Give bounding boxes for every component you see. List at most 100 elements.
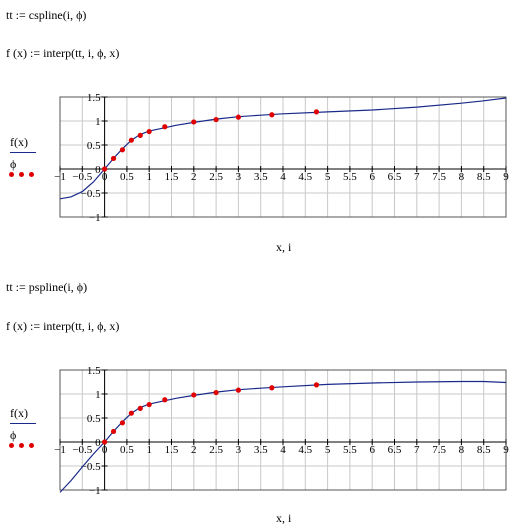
x-tick-label: 4 — [280, 171, 286, 183]
x-tick-label: 4.5 — [298, 171, 312, 183]
x-tick-label: −1 — [54, 171, 66, 183]
data-point-phi — [102, 439, 108, 445]
x-tick-label: 1 — [146, 444, 152, 456]
plot-region-pspline[interactable]: f(x) ϕ −1 −0.5 0 0.5 1 1.5 2 2.5 3 3.5 4 4.5 5 5.5 6 6.… — [0, 358, 529, 528]
definition-tt-cspline[interactable]: tt := cspline(i, ϕ) — [6, 8, 87, 22]
data-point-phi — [119, 420, 126, 426]
data-point-phi — [313, 382, 320, 388]
chart-pspline[interactable]: −1 −0.5 0 0.5 1 1.5 2 2.5 3 3.5 4 4.5 5 5.5 6 6.5 7 7.5 8 8… — [0, 358, 529, 528]
y-tick-label: 1 — [95, 389, 101, 401]
plot-region-cspline[interactable]: f(x) ϕ −1 −0.5 0 0.5 1 1.5 2 2.5 3 3.5 4 4.5 5 5.5 6 6.… — [0, 85, 529, 255]
x-tick-label: 3 — [236, 171, 242, 183]
data-point-phi — [235, 114, 241, 120]
legend-label-phi: ϕ — [10, 428, 17, 442]
legend-label-phi: ϕ — [10, 157, 17, 171]
x-tick-label: 8.5 — [477, 171, 491, 183]
definition-f-interp-2[interactable]: f (x) := interp(tt, i, ϕ, x) — [6, 319, 120, 333]
data-point-phi — [191, 392, 197, 398]
y-tick-label: −0.5 — [81, 461, 101, 473]
x-tick-label: 1.5 — [165, 444, 179, 456]
x-tick-label: −0.5 — [72, 171, 92, 183]
x-tick-label: 5 — [325, 444, 331, 456]
x-tick-label: −0.5 — [72, 444, 92, 456]
data-point-phi — [213, 116, 219, 123]
x-tick-label: −1 — [54, 444, 66, 456]
data-point-phi — [269, 385, 275, 391]
x-tick-label: 6.5 — [388, 171, 402, 183]
x-tick-label: 5.5 — [343, 444, 357, 456]
x-tick-label: 2.5 — [209, 444, 223, 456]
data-point-phi — [137, 405, 143, 411]
x-tick-label: 5.5 — [343, 171, 357, 183]
x-tick-label: 9 — [503, 444, 509, 456]
data-point-phi — [313, 109, 320, 115]
y-tick-label: −0.5 — [81, 188, 101, 200]
x-tick-label: 3.5 — [254, 444, 268, 456]
x-tick-label: 0.5 — [120, 444, 134, 456]
x-tick-label: 6 — [369, 444, 375, 456]
legend-dots — [9, 443, 41, 451]
data-point-phi — [162, 124, 168, 130]
x-tick-label: 4.5 — [298, 444, 312, 456]
x-tick-label: 4 — [280, 444, 286, 456]
x-tick-label: 0 — [102, 444, 108, 456]
x-tick-label: 7 — [414, 444, 420, 456]
x-tick-label: 0.5 — [120, 171, 134, 183]
x-tick-label: 6 — [369, 171, 375, 183]
series-line-fx — [59, 380, 507, 493]
y-tick-label: −1 — [89, 485, 101, 497]
x-tick-label: 7.5 — [432, 171, 446, 183]
chart-cspline[interactable]: −1 −0.5 0 0.5 1 1.5 2 2.5 3 3.5 4 4.5 5 5.5 6 6.5 7 7.5 8 8… — [0, 85, 529, 255]
definition-f-interp[interactable]: f (x) := interp(tt, i, ϕ, x) — [6, 46, 120, 60]
x-tick-label: 8 — [459, 444, 465, 456]
x-tick-label: 3 — [236, 444, 242, 456]
data-point-phi — [235, 387, 241, 393]
x-tick-label: 1 — [146, 171, 152, 183]
x-tick-label: 7.5 — [432, 444, 446, 456]
y-tick-label: 0.5 — [87, 413, 101, 425]
x-tick-label: 2 — [191, 444, 197, 456]
data-point-phi — [119, 147, 126, 153]
legend-label-fx: f(x) — [10, 406, 28, 420]
data-point-phi — [146, 401, 152, 408]
data-point-phi — [146, 128, 152, 135]
x-tick-label: 5 — [325, 171, 331, 183]
x-tick-label: 7 — [414, 171, 420, 183]
x-tick-label: 0 — [102, 171, 108, 183]
x-tick-label: 8.5 — [477, 444, 491, 456]
x-axis-label: x, i — [276, 511, 292, 525]
x-tick-label: 9 — [503, 171, 509, 183]
y-tick-label: 1.5 — [87, 92, 101, 104]
x-axis-label: x, i — [276, 240, 292, 254]
data-point-phi — [213, 389, 219, 396]
data-point-phi — [137, 132, 143, 138]
y-tick-label: 0 — [95, 164, 101, 176]
data-point-phi — [102, 166, 108, 172]
data-point-phi — [128, 137, 134, 143]
x-tick-label: 1.5 — [165, 171, 179, 183]
series-line-fx — [59, 97, 507, 200]
data-point-phi — [110, 155, 117, 162]
y-tick-label: 1 — [95, 116, 101, 128]
x-tick-label: 2.5 — [209, 171, 223, 183]
plot-frame — [59, 96, 507, 218]
y-tick-label: 0.5 — [87, 140, 101, 152]
data-point-phi — [191, 119, 197, 125]
legend-line — [10, 152, 36, 153]
y-tick-label: 1.5 — [87, 365, 101, 377]
x-tick-label: 8 — [459, 171, 465, 183]
x-tick-label: 2 — [191, 171, 197, 183]
data-point-phi — [128, 410, 134, 416]
legend-dots — [9, 172, 41, 180]
legend-label-fx: f(x) — [10, 135, 28, 149]
y-tick-label: −1 — [89, 212, 101, 224]
plot-frame — [59, 369, 507, 491]
legend-line — [10, 423, 36, 424]
y-tick-label: 0 — [95, 437, 101, 449]
definition-tt-pspline[interactable]: tt := pspline(i, ϕ) — [6, 280, 88, 294]
data-point-phi — [269, 112, 275, 118]
data-point-phi — [162, 397, 168, 403]
x-tick-label: 6.5 — [388, 444, 402, 456]
x-tick-label: 3.5 — [254, 171, 268, 183]
data-point-phi — [110, 428, 117, 435]
